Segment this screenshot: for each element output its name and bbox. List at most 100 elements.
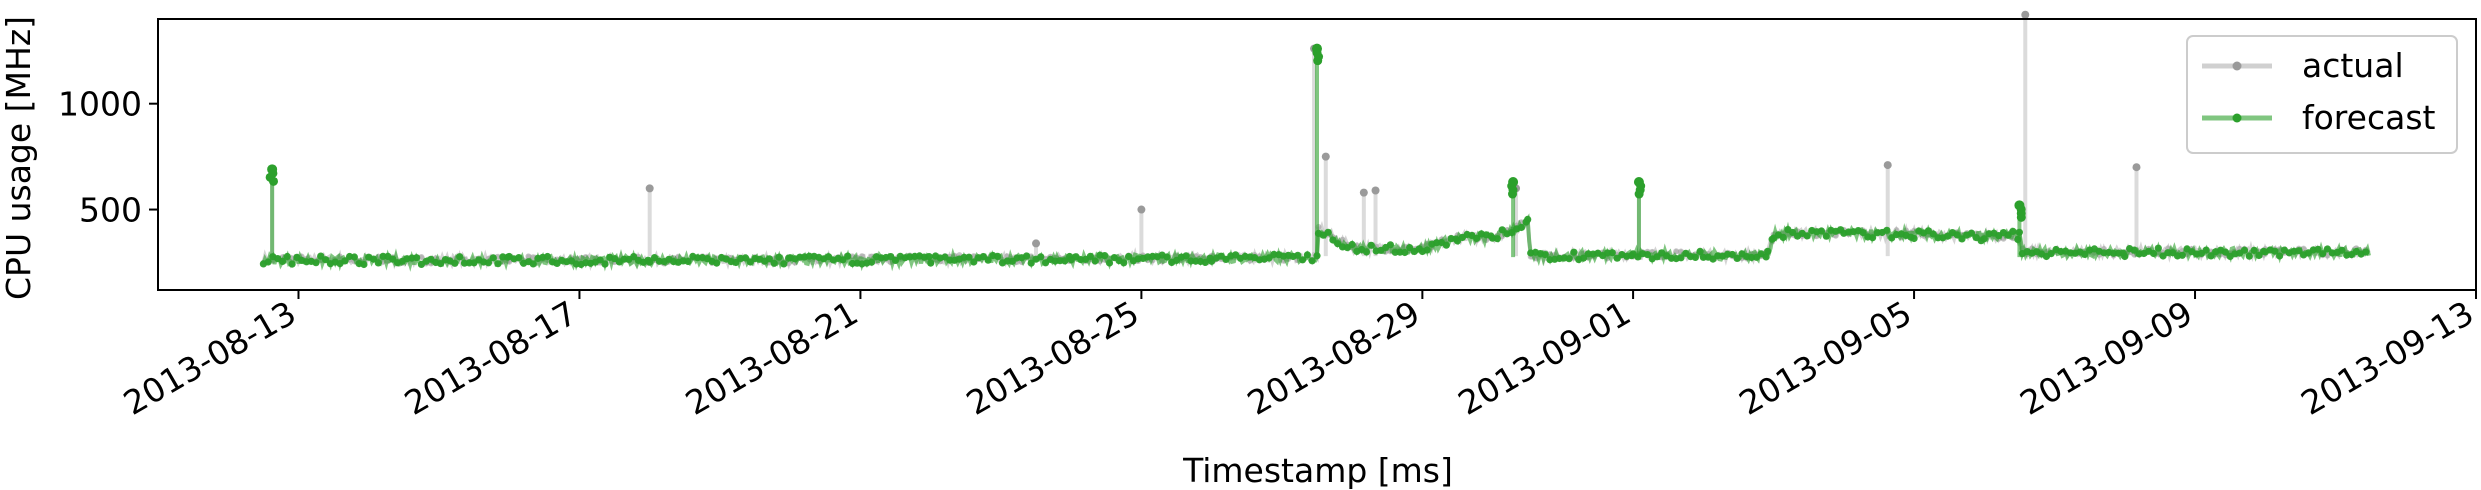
data-point-forecast — [1643, 251, 1652, 259]
data-point-forecast — [1929, 230, 1937, 238]
data-point-forecast — [1653, 253, 1661, 261]
spike-point-forecast — [1634, 189, 1644, 199]
data-point-forecast — [2245, 252, 2253, 260]
data-point-forecast — [264, 258, 272, 266]
data-point-forecast — [2202, 246, 2210, 254]
data-point-forecast — [2178, 251, 2186, 259]
data-point-forecast — [1579, 254, 1588, 262]
data-point-forecast — [2221, 248, 2229, 256]
data-point-forecast — [2081, 250, 2089, 258]
data-point-forecast — [341, 257, 349, 265]
data-point-forecast — [529, 260, 537, 268]
data-point-forecast — [413, 254, 421, 262]
data-point-forecast — [2314, 245, 2322, 253]
data-point-forecast — [984, 256, 992, 264]
data-point-forecast — [770, 259, 778, 267]
data-point-forecast — [868, 258, 876, 266]
data-point-forecast — [2250, 246, 2258, 254]
spike-point-actual — [1321, 152, 1330, 161]
spike-point-forecast — [2016, 212, 2026, 222]
data-point-forecast — [543, 252, 552, 261]
data-point-forecast — [1091, 257, 1099, 265]
data-point-forecast — [1967, 229, 1976, 237]
data-point-forecast — [350, 253, 358, 261]
data-point-forecast — [360, 260, 368, 269]
series-markers-forecast — [259, 215, 2370, 269]
data-point-forecast — [489, 254, 497, 262]
legend-label-forecast: forecast — [2302, 98, 2436, 137]
data-point-forecast — [283, 252, 291, 261]
data-point-forecast — [965, 253, 973, 261]
data-point-forecast — [1803, 232, 1811, 240]
plot-frame — [157, 18, 2477, 291]
data-point-forecast — [1367, 241, 1375, 249]
data-point-forecast — [2362, 248, 2370, 256]
data-point-forecast — [1869, 234, 1877, 242]
x-tick-label: 2013-08-17 — [398, 293, 584, 423]
data-point-forecast — [1120, 259, 1128, 267]
data-point-forecast — [1362, 248, 1371, 256]
data-point-forecast — [713, 259, 721, 267]
legend-entry-actual: actual — [2202, 46, 2404, 85]
data-point-forecast — [970, 258, 978, 266]
data-point-forecast — [741, 254, 750, 262]
data-point-forecast — [369, 255, 378, 263]
data-point-forecast — [515, 254, 523, 262]
data-point-forecast — [630, 253, 638, 261]
data-point-forecast — [1105, 259, 1114, 267]
data-point-forecast — [1308, 257, 1316, 265]
data-point-forecast — [1303, 251, 1311, 259]
x-tick-label: 2013-09-13 — [2294, 293, 2480, 423]
plot-area — [259, 10, 2371, 272]
data-point-forecast — [494, 260, 502, 268]
data-point-forecast — [1980, 235, 1988, 243]
data-point-forecast — [2130, 246, 2138, 254]
data-point-forecast — [1764, 247, 1772, 255]
data-point-forecast — [994, 252, 1002, 260]
data-point-forecast — [1182, 252, 1190, 260]
legend-marker-forecast — [2232, 113, 2242, 123]
data-point-forecast — [1473, 234, 1481, 242]
x-axis-title: Timestamp [ms] — [1182, 451, 1453, 490]
data-point-forecast — [891, 256, 900, 264]
data-point-forecast — [484, 259, 493, 267]
spike-point-forecast — [268, 176, 278, 186]
data-point-forecast — [288, 260, 296, 268]
data-point-forecast — [646, 258, 654, 266]
data-point-forecast — [1086, 252, 1094, 260]
data-point-forecast — [1037, 253, 1045, 261]
data-point-forecast — [1423, 246, 1431, 254]
y-tick-label: 1000 — [58, 85, 142, 124]
data-point-forecast — [1859, 229, 1867, 237]
data-point-forecast — [2319, 250, 2327, 258]
data-point-forecast — [780, 260, 788, 268]
data-point-forecast — [2149, 249, 2158, 258]
spike-point-actual — [1359, 188, 1368, 197]
data-point-forecast — [2047, 250, 2055, 258]
data-point-forecast — [456, 253, 464, 261]
data-point-forecast — [1691, 253, 1699, 261]
x-tick-label: 2013-09-09 — [2013, 293, 2199, 423]
y-tick-label: 500 — [79, 191, 142, 230]
data-point-forecast — [2121, 252, 2129, 261]
spike-point-actual — [1883, 161, 1892, 170]
data-point-forecast — [732, 258, 740, 267]
data-point-forecast — [1779, 233, 1787, 241]
data-point-forecast — [1401, 248, 1409, 257]
data-point-forecast — [1493, 235, 1501, 243]
legend: actual forecast — [2186, 35, 2458, 154]
data-point-forecast — [1910, 234, 1918, 243]
data-point-forecast — [1696, 247, 1704, 255]
data-point-forecast — [1570, 248, 1578, 256]
data-point-forecast — [1163, 253, 1171, 261]
data-point-forecast — [1498, 226, 1506, 234]
x-tick-label: 2013-09-01 — [1452, 293, 1638, 423]
x-axis: 2013-08-13 2013-08-17 2013-08-21 2013-08-25… — [117, 290, 2480, 423]
spike-point-forecast — [1313, 56, 1323, 66]
data-point-forecast — [2323, 245, 2332, 253]
legend-entry-forecast: forecast — [2202, 98, 2436, 137]
data-point-forecast — [1728, 250, 1736, 259]
x-tick-label: 2013-09-05 — [1732, 293, 1918, 423]
data-point-forecast — [1022, 252, 1031, 260]
